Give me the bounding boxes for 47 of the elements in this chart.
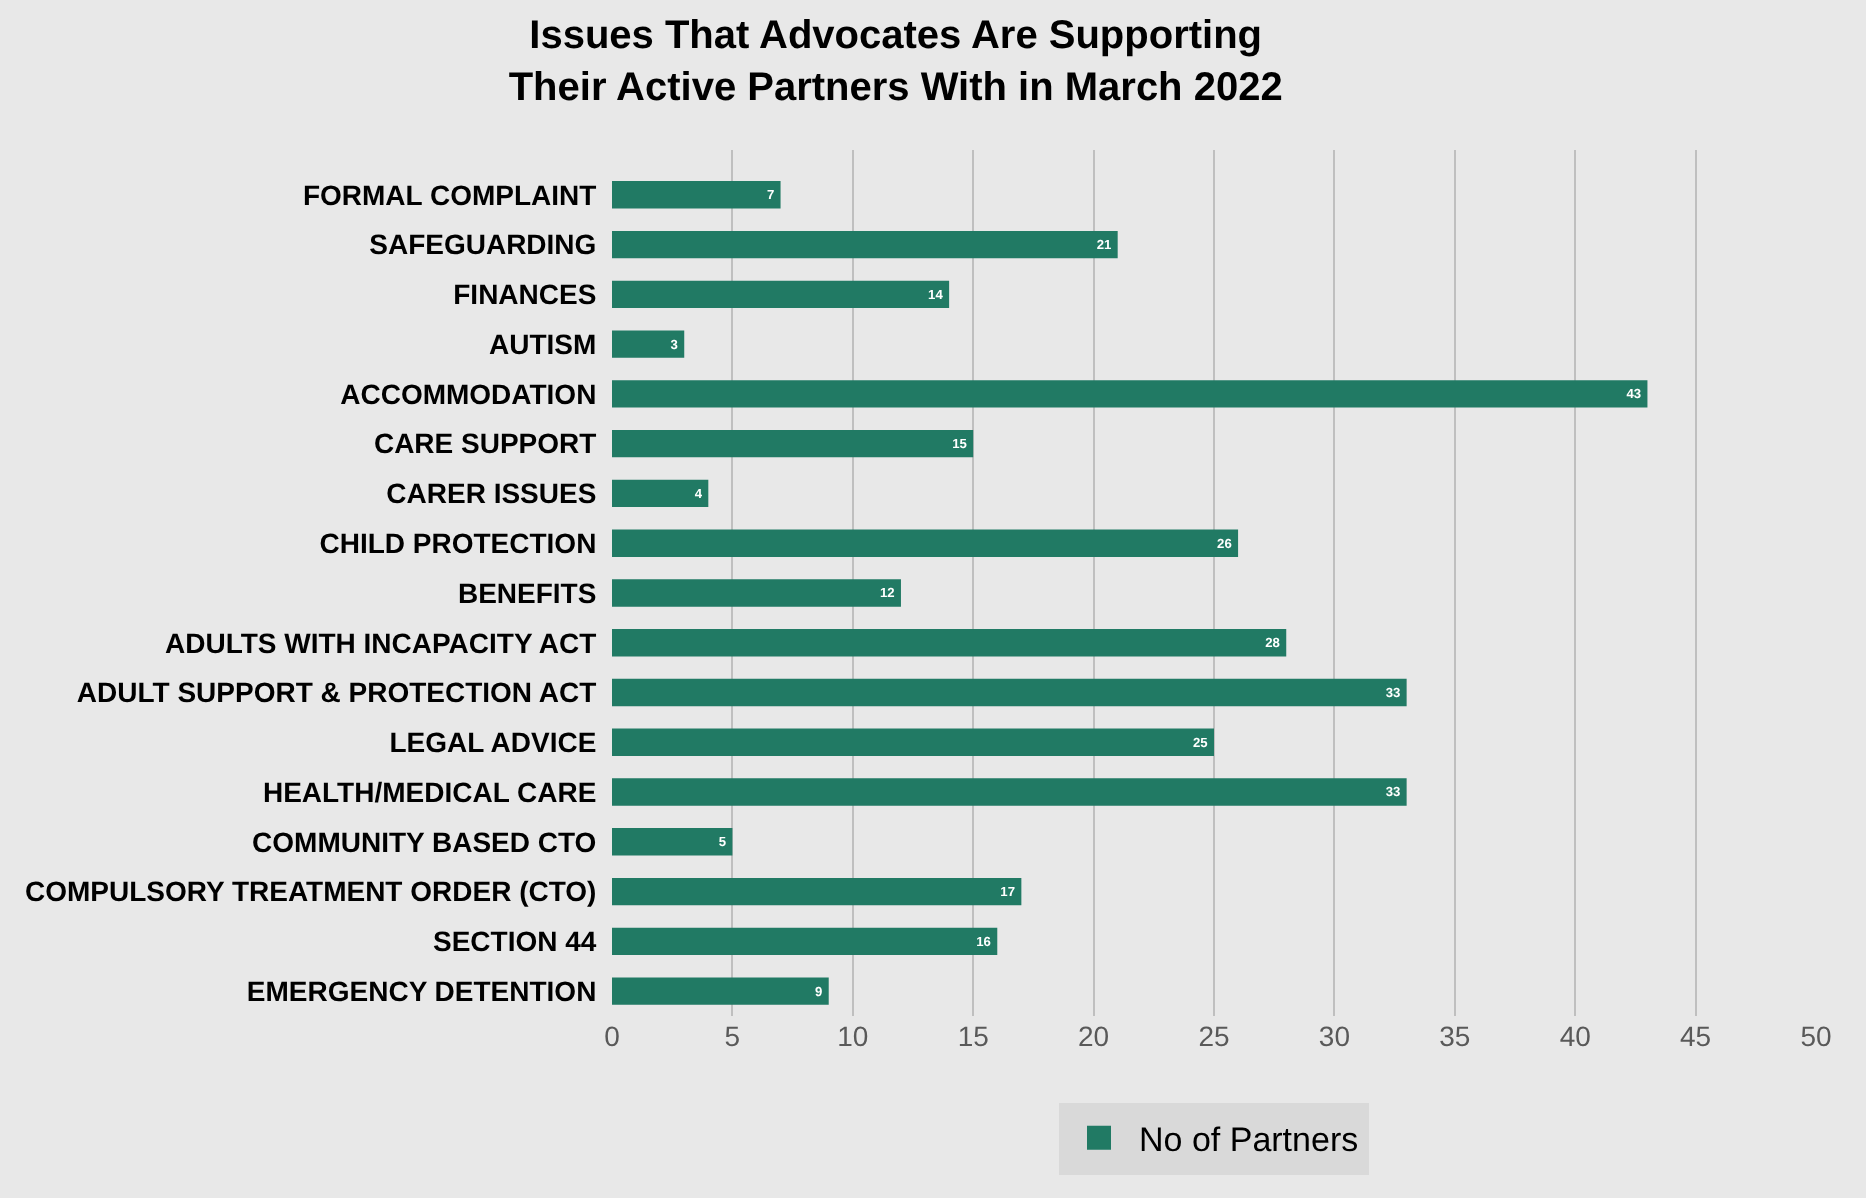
bar	[612, 579, 901, 607]
x-tick-label: 0	[604, 1020, 621, 1052]
x-tick-label: 25	[1198, 1020, 1230, 1052]
bar	[612, 728, 1214, 756]
x-tick-label: 35	[1439, 1020, 1471, 1052]
bar	[612, 877, 1022, 906]
x-tick-label: 5	[724, 1020, 741, 1052]
y-tick-label: COMMUNITY BASED CTO	[252, 825, 597, 858]
bar	[612, 629, 1287, 657]
bar	[612, 230, 1118, 259]
x-tick-label: 20	[1078, 1020, 1110, 1052]
bar	[612, 380, 1648, 408]
y-tick-label: FINANCES	[453, 278, 597, 311]
bar	[612, 977, 829, 1005]
bar	[612, 678, 1407, 707]
y-tick-label: CARE SUPPORT	[373, 427, 598, 460]
x-tick-label: 40	[1559, 1020, 1592, 1052]
bar	[612, 429, 974, 458]
y-tick-label: FORMAL COMPLAINT	[302, 178, 598, 211]
y-tick-label: CARER ISSUES	[386, 477, 597, 510]
bar	[612, 828, 733, 856]
y-tick-label: EMERGENCY DETENTION	[246, 974, 597, 1007]
y-tick-label: BENEFITS	[457, 576, 597, 609]
chart-title: Issues That Advocates Are Supporting Their Active Partners With in March 2022	[508, 13, 1283, 110]
legend-label: No of Partners	[1139, 1120, 1359, 1159]
y-tick-label: ACCOMMODATION	[340, 377, 597, 410]
bar	[612, 330, 685, 358]
bar	[612, 529, 1239, 557]
bar	[612, 927, 998, 956]
bar	[612, 280, 950, 309]
bar	[612, 778, 1407, 806]
y-tick-label: ADULTS WITH INCAPACITY ACT	[165, 626, 598, 659]
bar	[612, 181, 781, 209]
x-tick-label: 15	[957, 1020, 990, 1052]
y-tick-label: HEALTH/MEDICAL CARE	[262, 775, 597, 808]
x-tick-label: 50	[1800, 1020, 1832, 1052]
x-tick-label: 45	[1680, 1020, 1712, 1052]
x-tick-label: 30	[1318, 1020, 1351, 1052]
y-tick-label: SAFEGUARDING	[369, 228, 597, 261]
y-tick-label: AUTISM	[489, 327, 597, 360]
bar	[612, 479, 709, 508]
y-tick-label: ADULT SUPPORT & PROTECTION ACT	[76, 676, 598, 709]
y-tick-label: COMPULSORY TREATMENT ORDER (CTO)	[24, 875, 597, 908]
y-tick-label: LEGAL ADVICE	[389, 726, 597, 759]
x-tick-label: 10	[837, 1020, 869, 1052]
y-tick-label: CHILD PROTECTION	[319, 526, 597, 559]
y-tick-label: SECTION 44	[432, 925, 597, 958]
